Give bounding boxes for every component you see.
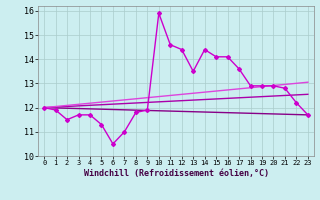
X-axis label: Windchill (Refroidissement éolien,°C): Windchill (Refroidissement éolien,°C) [84,169,268,178]
